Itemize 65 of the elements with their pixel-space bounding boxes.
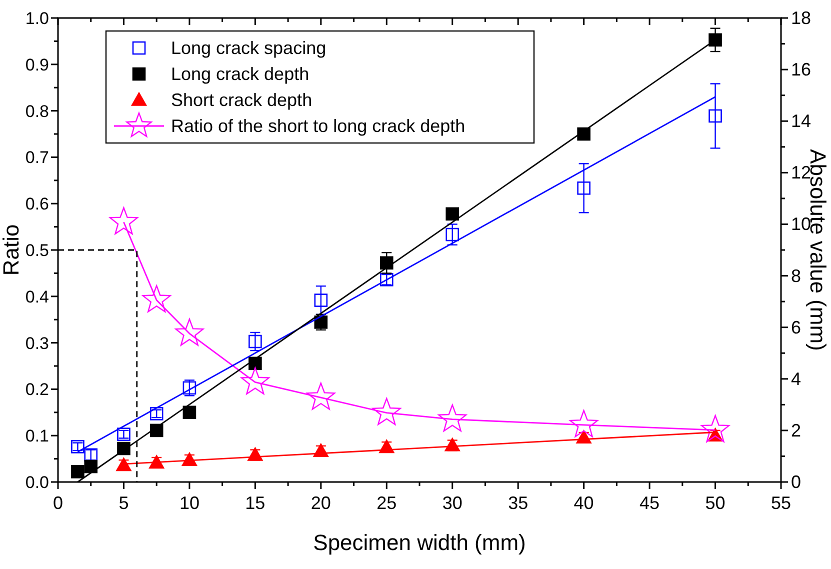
point [247,447,263,461]
y-tick-label: 0.5 [25,241,49,260]
point [84,460,98,474]
y2-tick-label: 16 [791,60,812,80]
y2-tick-label: 10 [791,214,812,234]
point [116,458,132,472]
point [148,454,164,469]
point [175,318,204,346]
x-tick-label: 10 [179,493,200,513]
x-tick-label: 5 [118,493,129,513]
point [314,294,328,307]
point [240,367,270,394]
y-tick-label: 0.2 [25,380,49,400]
point [313,443,329,457]
point [142,285,171,312]
point [182,452,198,466]
x-tick-label: 40 [574,493,594,513]
point [446,207,460,221]
point [444,438,460,452]
point [372,398,401,426]
legend-label: Long crack depth [171,64,310,84]
x-tick-label: 25 [376,493,397,513]
y-tick-label: 0.9 [25,55,49,74]
point [109,207,138,234]
y-tick-label: 0.1 [25,426,49,446]
y2-tick-label: 4 [791,368,802,389]
x-tick-label: 20 [310,493,331,513]
x-tick-label: 35 [508,493,528,513]
legend-label: Ratio of the short to long crack depth [171,116,466,136]
point [708,33,722,47]
y-tick-label: 1.0 [25,9,49,28]
y2-tick-label: 0 [791,472,802,492]
point [182,406,196,420]
y2-tick-label: 18 [791,8,812,28]
point [380,256,394,270]
y-tick-label: 0.0 [25,473,49,492]
legend-label: Long crack spacing [171,38,326,58]
point [577,181,590,195]
x-tick-label: 50 [705,493,726,513]
y-tick-label: 0.4 [25,287,49,306]
point [708,109,722,123]
y-tick-label: 0.8 [25,102,49,121]
y-axis-title: Ratio [0,224,24,276]
x-axis-title: Specimen width (mm) [313,530,526,555]
point [570,410,598,438]
point [306,382,336,410]
x-tick-label: 15 [245,493,266,513]
x-tick-label: 0 [52,493,64,513]
x-tick-label: 45 [640,493,660,513]
point [71,465,84,478]
y2-tick-label: 12 [791,162,812,183]
x-tick-label: 55 [770,493,792,513]
point [446,228,460,242]
legend-label: Short crack depth [171,90,312,110]
x-tick-label: 30 [442,493,462,513]
y2-tick-label: 14 [791,111,812,132]
point [248,334,262,348]
point [700,415,730,442]
y2-tick-label: 2 [791,420,802,440]
y2-tick-label: 6 [791,317,802,338]
y-tick-label: 0.6 [25,194,49,214]
y-tick-label: 0.7 [25,148,49,168]
y-tick-label: 0.3 [25,334,49,353]
y2-tick-label: 8 [791,266,802,286]
point [438,404,467,432]
